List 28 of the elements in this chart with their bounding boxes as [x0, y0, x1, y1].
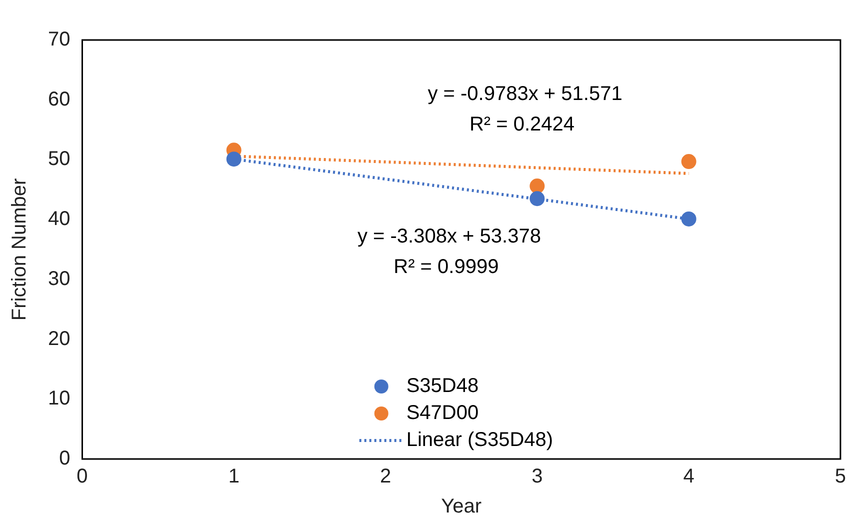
legend-label: S35D48 [406, 375, 479, 398]
point [530, 191, 545, 206]
x-tick-label: 5 [834, 466, 846, 488]
x-tick-label: 3 [532, 466, 543, 488]
point [226, 152, 242, 167]
annotation: y = -3.308x + 53.378 [357, 225, 541, 248]
annotation: R² = 0.2424 [469, 114, 575, 136]
point [681, 211, 696, 226]
y-tick-label: 0 [59, 448, 70, 470]
y-tick-label: 20 [48, 328, 70, 350]
point [530, 178, 545, 194]
y-axis-title: Friction Number [8, 178, 31, 321]
x-tick-label: 4 [683, 466, 694, 488]
y-tick-label: 40 [48, 208, 70, 230]
y-tick-label: 70 [48, 28, 70, 51]
x-tick-label: 1 [228, 466, 240, 488]
x-axis-title: Year [441, 496, 482, 518]
legend-label: Linear (S35D48) [406, 429, 554, 452]
y-tick-label: 10 [48, 388, 70, 410]
y-tick-label: 30 [48, 268, 70, 290]
annotation: R² = 0.9999 [394, 256, 499, 278]
x-tick-label: 0 [76, 466, 88, 488]
y-tick-label: 50 [48, 148, 70, 170]
annotation: y = -0.9783x + 51.571 [428, 82, 622, 105]
x-tick-label: 2 [380, 466, 392, 488]
legend-label: S47D00 [406, 402, 479, 424]
point [681, 154, 696, 170]
y-tick-label: 60 [48, 88, 70, 110]
